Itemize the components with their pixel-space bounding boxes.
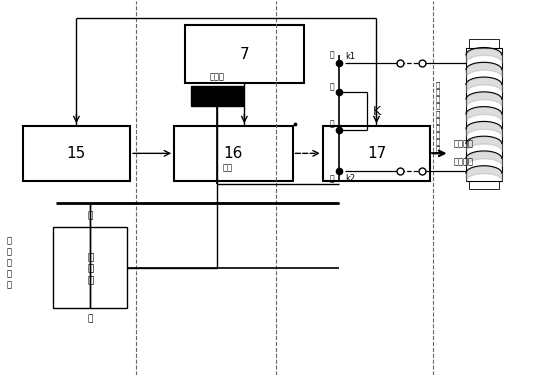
Text: 变压器: 变压器 [209, 72, 224, 81]
Text: 直流衰减: 直流衰减 [453, 139, 473, 149]
Text: 正: 正 [87, 212, 93, 221]
Text: K: K [373, 105, 380, 118]
Bar [185, 25, 304, 83]
Text: 17: 17 [367, 146, 386, 161]
Text: 7: 7 [240, 47, 249, 62]
Text: 调
频
性
衰
减: 调 频 性 衰 减 [7, 236, 12, 290]
Bar [323, 126, 430, 180]
Text: 15: 15 [67, 146, 86, 161]
Text: k1: k1 [345, 52, 355, 61]
Bar [53, 227, 128, 308]
Text: k2: k2 [345, 174, 355, 183]
Bar [190, 86, 243, 106]
Bar [469, 180, 499, 189]
Text: 恒
流
源: 恒 流 源 [87, 251, 93, 284]
Text: 16: 16 [224, 146, 243, 161]
Text: 负: 负 [329, 174, 334, 183]
Text: 校正: 校正 [222, 163, 232, 172]
Bar [23, 126, 130, 180]
Text: 变频输出: 变频输出 [453, 157, 473, 166]
Bar [469, 39, 499, 47]
Text: 均
匀
电
磁
线
圈
磁
化
设
备: 均 匀 电 磁 线 圈 磁 化 设 备 [436, 82, 440, 152]
Text: 正: 正 [329, 120, 334, 129]
Text: 正: 正 [329, 50, 334, 59]
Bar [466, 47, 502, 180]
Text: 负: 负 [87, 315, 93, 324]
Bar [174, 126, 293, 180]
Text: 中: 中 [329, 82, 334, 91]
